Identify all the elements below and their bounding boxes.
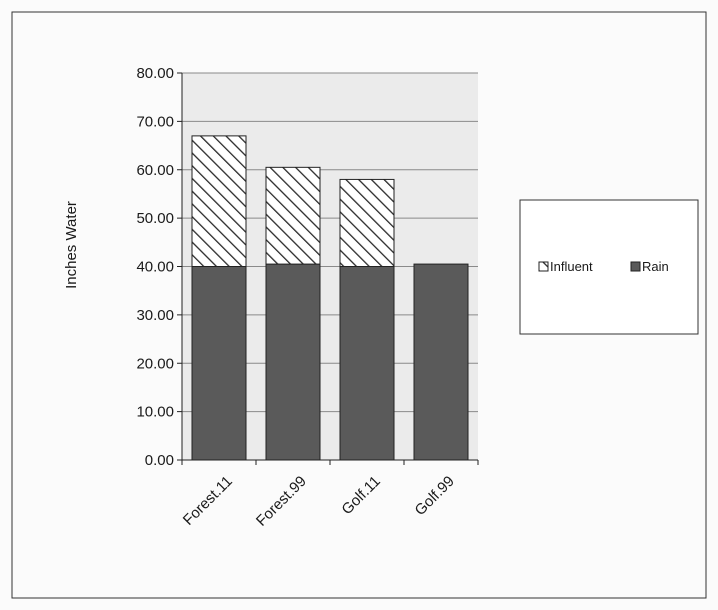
y-tick-label: 80.00 (136, 65, 174, 82)
y-tick-label: 50.00 (136, 210, 174, 227)
x-tick-label: Forest.11 (180, 473, 236, 529)
bar-influent-golf-11 (339, 178, 395, 267)
x-tick-label: Golf.99 (412, 473, 458, 519)
y-tick-label: 0.00 (145, 452, 174, 469)
bar-influent-forest-99 (265, 166, 321, 265)
bar-rain-golf-11 (339, 266, 395, 461)
bar-rain-forest-11 (191, 266, 247, 461)
y-axis-ticks: 0.00 10.00 20.00 30.00 40.00 50.00 60.00 70.00 8… (136, 65, 182, 469)
x-tick-label: Forest.99 (253, 473, 310, 530)
bar-influent-forest-11 (191, 135, 247, 267)
legend-label-rain: Rain (642, 259, 669, 274)
bar-rain-forest-99 (265, 263, 321, 461)
y-tick-label: 30.00 (136, 307, 174, 324)
chart-border (11, 11, 707, 599)
bars (191, 135, 469, 461)
bar-rain-golf-99 (413, 263, 469, 461)
x-axis-ticks: Forest.11 Forest.99 Golf.11 Golf.99 (180, 460, 479, 530)
y-tick-label: 40.00 (136, 259, 174, 276)
legend-swatch-rain (630, 261, 641, 272)
y-tick-label: 10.00 (136, 404, 174, 421)
y-tick-label: 70.00 (136, 113, 174, 130)
x-tick-label: Golf.11 (338, 473, 383, 518)
legend-swatch-influent (538, 261, 549, 272)
legend-label-influent: Influent (550, 259, 593, 274)
legend: Influent Rain (519, 199, 699, 335)
y-axis-title: Inches Water (63, 201, 80, 289)
legend-box (519, 199, 699, 335)
y-tick-label: 20.00 (136, 355, 174, 372)
y-tick-label: 60.00 (136, 162, 174, 179)
